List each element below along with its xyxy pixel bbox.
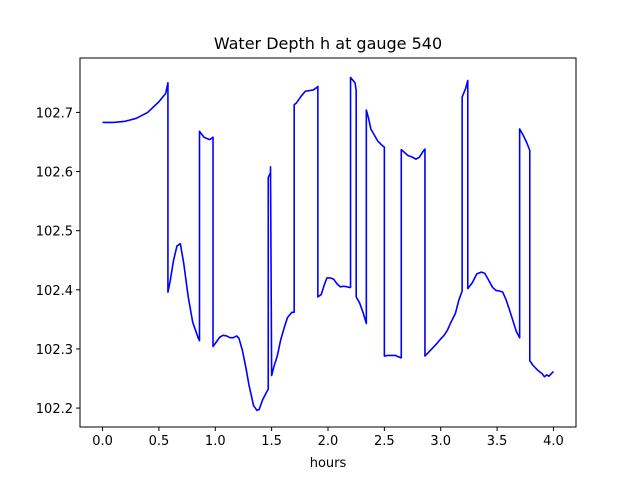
y-tick-label: 102.7: [36, 106, 73, 121]
y-tick-label: 102.4: [36, 284, 73, 299]
chart-title: Water Depth h at gauge 540: [214, 34, 442, 53]
x-tick-label: 3.0: [430, 434, 451, 449]
x-axis-label: hours: [310, 456, 347, 471]
y-tick-label: 102.6: [36, 166, 73, 181]
plot-area: [102, 76, 555, 412]
x-tick-label: 1.5: [261, 434, 282, 449]
x-tick-label: 4.0: [543, 434, 564, 449]
y-tick-label: 102.2: [36, 402, 73, 417]
y-tick-label: 102.3: [36, 343, 73, 358]
x-tick-label: 2.0: [318, 434, 339, 449]
y-axis: 102.2 102.3 102.4 102.5 102.6 102.7: [36, 106, 80, 417]
water-depth-line: [102, 76, 555, 412]
x-axis: 0.0 0.5 1.0 1.5 2.0 2.5 3.0 3.5 4.0: [92, 427, 564, 449]
y-tick-label: 102.5: [36, 225, 73, 240]
x-tick-label: 1.0: [205, 434, 226, 449]
x-tick-label: 0.0: [92, 434, 113, 449]
x-tick-label: 0.5: [149, 434, 170, 449]
x-tick-label: 3.5: [487, 434, 508, 449]
x-tick-label: 2.5: [374, 434, 395, 449]
